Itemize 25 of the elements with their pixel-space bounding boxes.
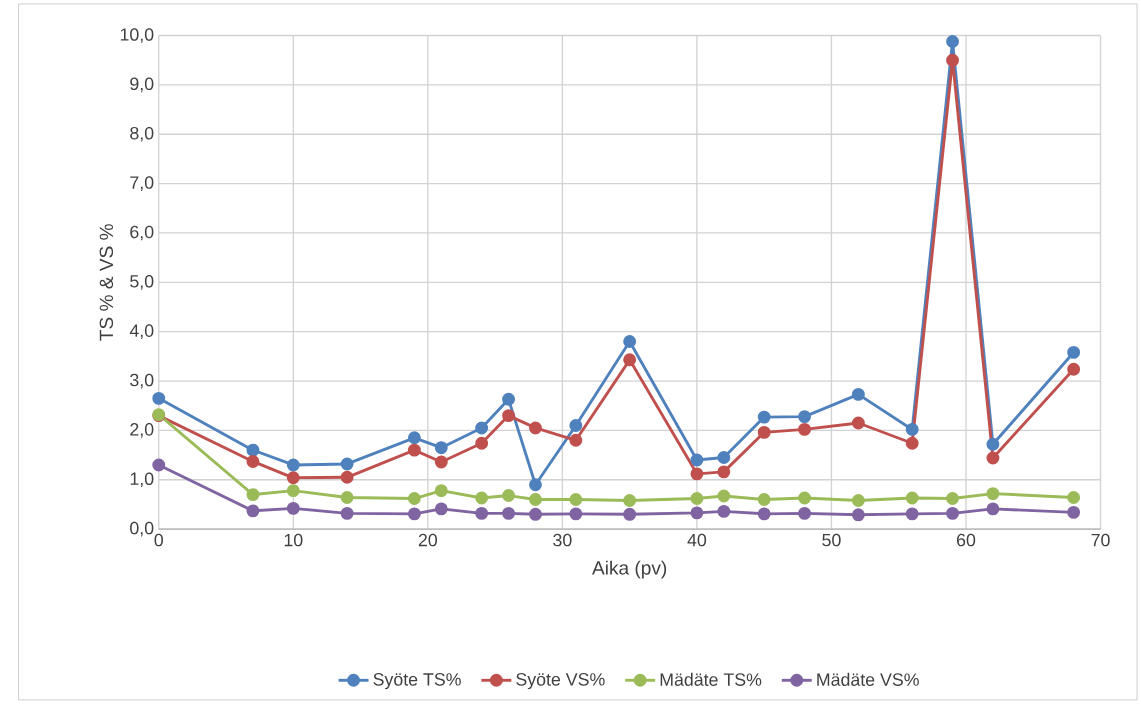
y-axis-title: TS % & VS % [99,224,114,341]
legend-label: Mädäte VS% [817,672,919,686]
y-tick-label: 9,0 [130,77,154,93]
y-tick-label: 3,0 [130,373,154,389]
y-tick-label: 1,0 [130,472,154,488]
x-tick-label: 40 [687,533,707,547]
y-tick-label: 7,0 [130,176,154,192]
y-tick-label: 8,0 [130,126,154,142]
x-tick-label: 20 [418,533,438,547]
y-tick-label: 0,0 [130,521,154,537]
y-tick-label: 2,0 [130,423,154,438]
y-tick-label: 10,0 [120,28,154,43]
x-axis-title: Aika (pv) [592,560,667,579]
legend-label: Mädäte TS% [660,672,762,686]
x-tick-label: 0 [154,533,163,547]
legend-label: Syöte TS% [373,673,461,690]
x-tick-label: 70 [1091,533,1110,547]
x-tick-label: 30 [553,533,572,547]
legend-label: Syöte VS% [516,673,605,690]
y-tick-label: 5,0 [130,275,154,290]
y-tick-label: 4,0 [129,324,154,340]
x-tick-label: 50 [822,533,841,547]
x-tick-label: 60 [957,533,976,547]
x-tick-label: 10 [284,533,303,547]
y-tick-label: 6,0 [130,225,154,241]
